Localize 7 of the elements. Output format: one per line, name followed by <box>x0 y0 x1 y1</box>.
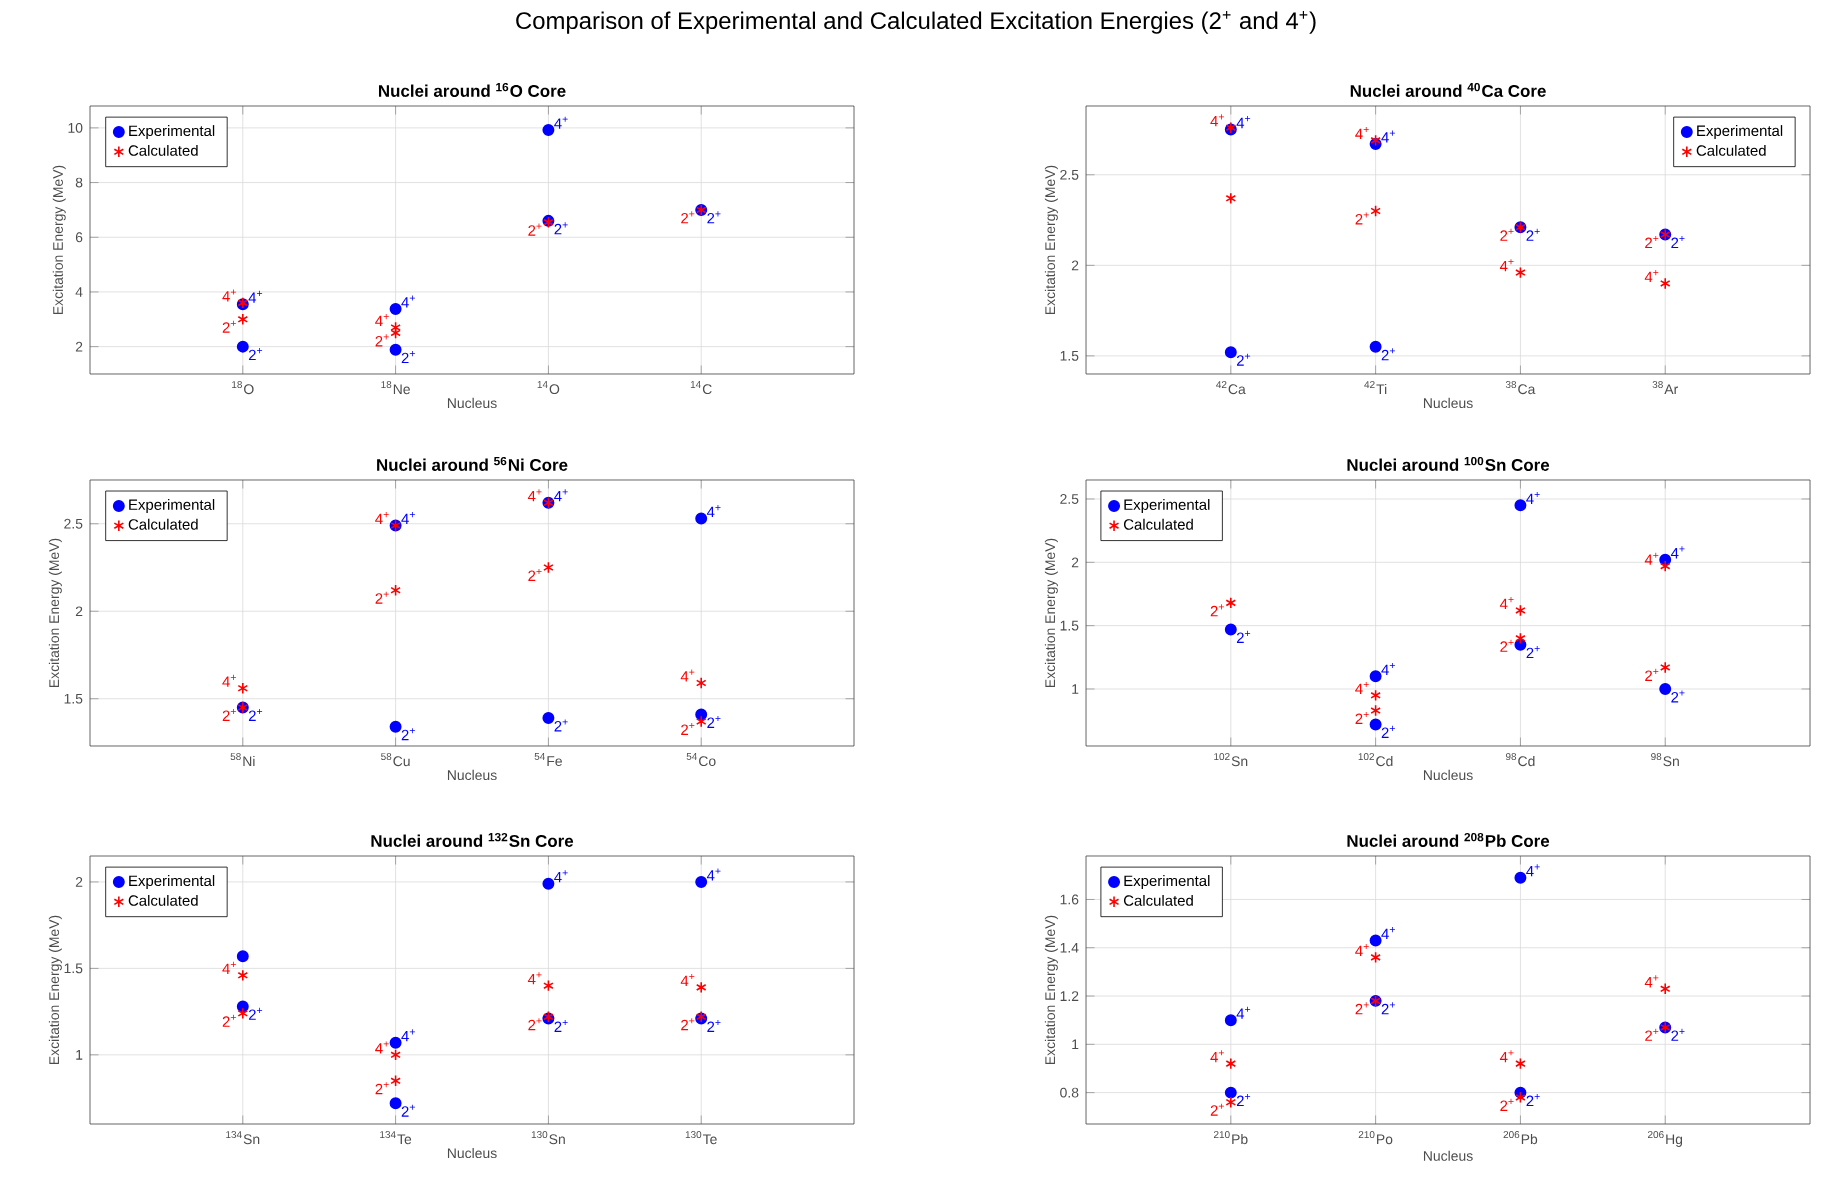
chart-title: Nuclei around $^{132}$Sn Core <box>371 832 574 847</box>
text: Comparison of Experimental and Calculated Excitation Energies (2$^{+}$ and 4$^{+}$) <box>516 11 1316 34</box>
chart-title: Nuclei around $^{208}$Pb Core <box>1347 832 1550 847</box>
chart-title: Nuclei around $^{56}$Ni Core <box>377 456 568 471</box>
chart-title: Nuclei around $^{40}$Ca Core <box>1350 82 1546 97</box>
chart-title: Nuclei around $^{100}$Sn Core <box>1347 456 1550 471</box>
chart-title: Nuclei around $^{16}$O Core <box>378 82 566 97</box>
